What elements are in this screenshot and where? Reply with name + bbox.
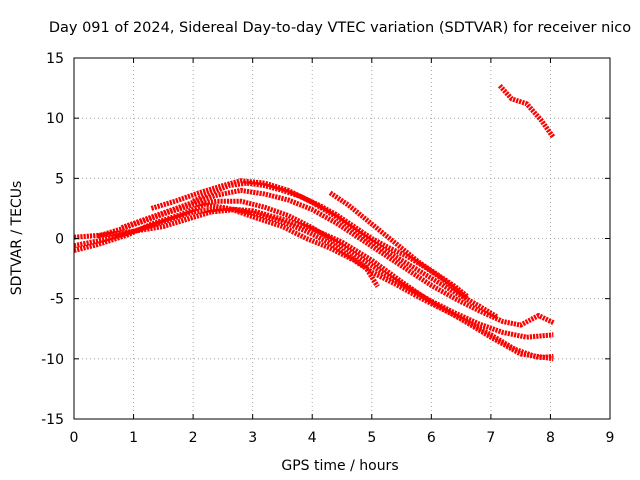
x-ticks: 0 1 2 3 4 5 6 7 8 9 [70,58,615,446]
y-axis-label: SDTVAR / TECUs [9,181,25,296]
x-axis-label: GPS time / hours [281,458,398,474]
x-tick-label: 8 [546,430,555,446]
series-line-track-8 [328,190,469,299]
y-ticks: 15 10 5 0 -5 -10 -15 [41,51,610,428]
x-tick-label: 6 [427,430,436,446]
grid-lines [74,58,610,419]
x-tick-label: 7 [486,430,495,446]
series-line-track-9 [497,84,556,139]
data-series [73,84,556,362]
x-tick-label: 1 [129,430,138,446]
series-line-track-6 [73,207,380,288]
x-tick-label: 0 [70,430,79,446]
y-tick-label: -5 [50,292,64,308]
x-tick-label: 3 [248,430,257,446]
series-line-track-2 [73,205,554,362]
series-line-track-7 [192,180,469,301]
x-tick-label: 2 [189,430,198,446]
x-tick-label: 9 [606,430,615,446]
y-tick-label: 15 [46,51,64,67]
chart-title: Day 091 of 2024, Sidereal Day-to-day VTE… [49,20,631,36]
series-line-track-3 [97,198,554,340]
y-tick-label: -15 [41,412,64,428]
y-tick-label: 10 [46,111,64,127]
x-tick-label: 5 [367,430,376,446]
series-line-track-4 [120,187,555,328]
x-tick-label: 4 [308,430,317,446]
y-tick-label: 5 [55,171,64,187]
y-tick-label: 0 [55,232,64,248]
y-tick-label: -10 [41,352,64,368]
